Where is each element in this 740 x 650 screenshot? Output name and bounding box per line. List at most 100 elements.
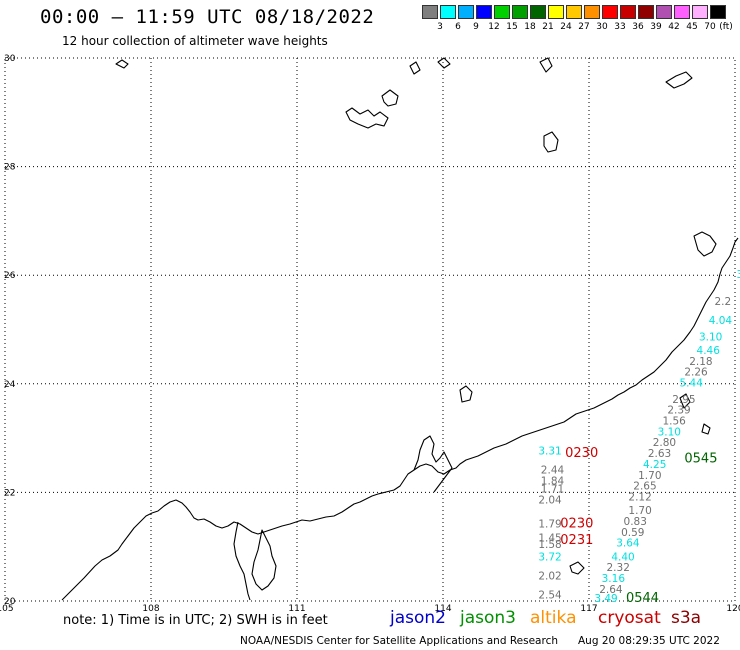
legend-unit: (ft) — [719, 22, 733, 32]
mission-label: altika — [530, 608, 577, 628]
wave-height-value: 4.04 — [709, 315, 733, 327]
wave-height-value: 2.02 — [538, 570, 561, 582]
legend-swatch — [458, 5, 474, 19]
wave-height-value: 3.49 — [594, 593, 617, 605]
legend-label: 12 — [488, 22, 500, 32]
wave-height-value: 3.10 — [658, 426, 681, 438]
wave-height-value: 3.72 — [538, 551, 561, 563]
legend-label: 33 — [614, 22, 626, 32]
latitude-label: 22 — [4, 488, 15, 498]
legend-swatch — [638, 5, 654, 19]
latitude-label: 28 — [4, 163, 16, 173]
mission-label: s3a — [671, 608, 702, 628]
wave-height-value: 4.25 — [643, 459, 666, 471]
wave-height-value: 2.65 — [633, 481, 656, 493]
map-title: 00:00 – 11:59 UTC 08/18/2022 — [40, 6, 375, 28]
wave-height-value: 2.54 — [538, 589, 562, 601]
wave-height-value: 2.63 — [648, 448, 671, 460]
legend-label: 27 — [578, 22, 590, 32]
wave-height-value: 2.39 — [667, 405, 690, 417]
legend-swatch — [512, 5, 528, 19]
wave-height-value: 3 — [737, 269, 740, 281]
legend-swatch — [710, 5, 726, 19]
longitude-label: 114 — [434, 604, 451, 614]
wave-height-value: 2.18 — [689, 356, 712, 368]
map-subtitle: 12 hour collection of altimeter wave hei… — [62, 34, 328, 48]
inland-lake — [693, 231, 717, 257]
legend-swatch — [566, 5, 582, 19]
wave-height-value: 3.31 — [538, 445, 561, 457]
credit-text: NOAA/NESDIS Center for Satellite Applica… — [240, 635, 558, 647]
legend-label: 18 — [524, 22, 536, 32]
lat-lon-grid — [4, 57, 736, 602]
china-coastline — [61, 237, 739, 601]
inland-lake — [115, 59, 129, 69]
latitude-label: 26 — [4, 271, 16, 281]
legend-swatch — [674, 5, 690, 19]
legend-swatch — [494, 5, 510, 19]
generated-timestamp: Aug 20 08:29:35 UTC 2022 — [578, 635, 720, 647]
wave-height-value: 3.64 — [616, 538, 640, 550]
wave-height-value: 1.71 — [541, 483, 564, 495]
wave-height-value: 1.70 — [638, 470, 661, 482]
wave-height-value: 2.12 — [628, 492, 651, 504]
wave-height-value: 1.79 — [538, 519, 561, 531]
legend-swatch — [602, 5, 618, 19]
wave-height-value: 2.95 — [672, 394, 695, 406]
legend-label: 30 — [596, 22, 608, 32]
pearl-river-estuary — [413, 435, 453, 493]
legend-swatch — [692, 5, 708, 19]
latitude-label: 24 — [4, 380, 16, 390]
legend-swatch — [422, 5, 438, 19]
wave-height-value: 3.10 — [699, 331, 722, 343]
inland-lake — [345, 107, 389, 129]
legend-swatch — [440, 5, 456, 19]
wave-height-value: 2.2 — [714, 296, 731, 308]
wave-height-value: 1.56 — [662, 416, 686, 428]
wave-height-value: 2.32 — [607, 562, 630, 574]
pass-time-label: 0544 — [626, 591, 659, 606]
footnote: note: 1) Time is in UTC; 2) SWH is in fe… — [63, 613, 328, 628]
wave-height-value: 2.26 — [684, 367, 708, 379]
legend-label: 9 — [473, 22, 479, 32]
inland-lake — [539, 57, 553, 73]
wave-height-value: 4.40 — [611, 551, 634, 563]
coastal-island — [701, 423, 711, 435]
legend-label: 42 — [668, 22, 680, 32]
coastal-island — [679, 393, 691, 409]
pass-time-label: 0545 — [684, 452, 717, 467]
mission-label: jason2 — [390, 608, 446, 628]
latitude-label: 30 — [4, 54, 16, 64]
legend-label: 21 — [542, 22, 554, 32]
legend-swatch — [548, 5, 564, 19]
wave-height-value: 3.16 — [602, 573, 626, 585]
mission-label: cryosat — [598, 608, 661, 628]
legend-label: 70 — [704, 22, 716, 32]
inland-lake — [381, 89, 399, 107]
legend-swatch — [584, 5, 600, 19]
inland-lake — [543, 131, 559, 153]
inland-lake — [437, 57, 451, 69]
wave-height-value: 2.64 — [599, 584, 623, 596]
wave-height-value: 5.44 — [680, 378, 704, 390]
pass-time-label: 0231 — [560, 533, 593, 548]
wave-height-value: 2.80 — [653, 437, 676, 449]
longitude-label: 105 — [0, 604, 14, 614]
legend-label: 15 — [506, 22, 518, 32]
longitude-label: 117 — [580, 604, 597, 614]
inland-lake — [409, 61, 421, 75]
legend-label: 36 — [632, 22, 644, 32]
wave-height-value: 1.84 — [541, 475, 565, 487]
legend-swatch — [620, 5, 636, 19]
wave-height-value: 1.58 — [538, 539, 561, 551]
wave-height-value: 2.44 — [541, 464, 565, 476]
wave-height-value: 0.59 — [621, 527, 644, 539]
wave-height-value: 1.70 — [628, 505, 651, 517]
wave-height-value: 0.83 — [624, 516, 647, 528]
pass-time-label: 0230 — [565, 446, 598, 461]
wave-height-value: 4.46 — [697, 345, 721, 357]
legend-label: 24 — [560, 22, 572, 32]
coastal-island — [569, 561, 585, 575]
